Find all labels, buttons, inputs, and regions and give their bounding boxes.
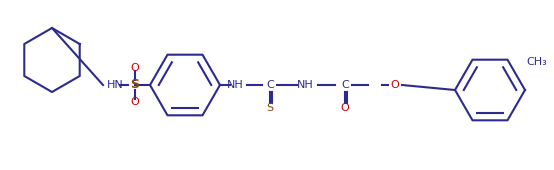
Text: O: O	[131, 97, 140, 107]
Text: NH: NH	[296, 80, 314, 90]
Text: S: S	[266, 103, 274, 113]
Text: HN: HN	[106, 80, 124, 90]
Text: C: C	[266, 80, 274, 90]
Text: O: O	[131, 63, 140, 73]
Text: CH₃: CH₃	[527, 57, 547, 67]
Text: O: O	[341, 103, 350, 113]
Text: O: O	[391, 80, 399, 90]
Text: NH: NH	[227, 80, 243, 90]
Text: S: S	[131, 79, 140, 91]
Text: C: C	[341, 80, 349, 90]
